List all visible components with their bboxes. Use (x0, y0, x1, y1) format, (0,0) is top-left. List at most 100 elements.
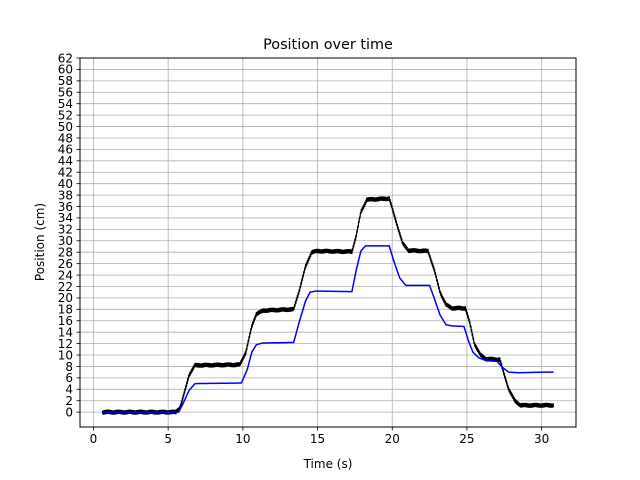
series-1-point (508, 389, 509, 390)
series-2-point (472, 352, 473, 353)
series-2-point (433, 297, 434, 298)
y-tick-label: 18 (58, 303, 73, 317)
y-tick-label: 46 (58, 143, 73, 157)
series-2-point (463, 326, 464, 327)
series-2-point (241, 382, 242, 383)
series-2-point (194, 383, 195, 384)
series-2-point (251, 352, 252, 353)
series-2-point (439, 314, 440, 315)
series-2-point (351, 291, 352, 292)
series-1-point (194, 365, 195, 366)
series-1-point (256, 313, 257, 314)
series-2-point (486, 360, 487, 361)
x-tick-label: 15 (310, 432, 325, 446)
series-1-point (499, 359, 500, 360)
x-tick-label: 30 (534, 432, 549, 446)
y-tick-label: 12 (58, 337, 73, 351)
series-2-point (451, 325, 452, 326)
y-tick-label: 60 (58, 63, 73, 77)
series-2-point (102, 412, 103, 413)
chart-title: Position over time (263, 37, 393, 53)
series-1-point (360, 212, 361, 213)
series-2-point (541, 372, 542, 373)
series-2-point (182, 403, 183, 404)
series-2-point (188, 390, 189, 391)
series-1-point (317, 250, 318, 251)
y-tick-label: 34 (58, 211, 73, 225)
series-1-point (553, 405, 554, 406)
series-1-point (239, 364, 240, 365)
y-tick-label: 36 (58, 200, 73, 214)
series-2-point (496, 361, 497, 362)
series-2-point (305, 300, 306, 301)
x-tick-label: 0 (90, 432, 98, 446)
series-1-point (293, 309, 294, 310)
y-tick-label: 26 (58, 257, 73, 271)
series-2-point (315, 290, 316, 291)
y-tick-label: 44 (58, 154, 73, 168)
y-tick-label: 52 (58, 108, 73, 122)
series-1-point (351, 251, 352, 252)
series-1-point (408, 250, 409, 251)
series-1-point (520, 405, 521, 406)
series-2-point (360, 250, 361, 251)
series-line-2 (102, 245, 554, 413)
series-1-point (299, 289, 300, 290)
series-2-point (502, 367, 503, 368)
series-2-point (178, 412, 179, 413)
series-2-point (399, 277, 400, 278)
series-1-point (465, 308, 466, 309)
series-1-point (245, 352, 246, 353)
series-2-point (405, 285, 406, 286)
y-tick-label: 48 (58, 131, 73, 145)
y-tick-label: 14 (58, 325, 73, 339)
x-axis-title: Time (s) (303, 457, 353, 471)
series-1-point (184, 392, 185, 393)
series-2-point (445, 324, 446, 325)
series-1-point (311, 252, 312, 253)
series-1-point (427, 250, 428, 251)
y-tick-label: 50 (58, 120, 73, 134)
series-2-point (389, 245, 390, 246)
series-1-point (366, 199, 367, 200)
y-tick-label: 4 (65, 383, 73, 397)
series-1-point (396, 223, 397, 224)
series-1-point (188, 374, 189, 375)
y-tick-label: 38 (58, 188, 73, 202)
y-tick-label: 58 (58, 74, 73, 88)
x-tick-label: 25 (459, 432, 474, 446)
series-1-point (451, 308, 452, 309)
y-tick-label: 56 (58, 86, 73, 100)
series-1-point (486, 358, 487, 359)
y-tick-label: 32 (58, 223, 73, 237)
y-tick-label: 30 (58, 234, 73, 248)
series-1-point (305, 266, 306, 267)
series-2-point (247, 369, 248, 370)
series-2-point (262, 342, 263, 343)
series-2-point (365, 245, 366, 246)
y-tick-label: 20 (58, 291, 73, 305)
series-2-point (293, 342, 294, 343)
y-tick-label: 2 (65, 394, 73, 408)
series-2-point (299, 320, 300, 321)
series-1-point (439, 292, 440, 293)
series-1-point (514, 400, 515, 401)
y-tick-label: 16 (58, 314, 73, 328)
y-axis-title: Position (cm) (33, 203, 47, 281)
series-1-point (504, 374, 505, 375)
plot-area (80, 58, 576, 427)
y-tick-label: 40 (58, 177, 73, 191)
axis-ticks: 0 5 10 15 20 25 300246810121416182022242628303… (58, 51, 550, 446)
series-2-point (508, 372, 509, 373)
y-tick-label: 42 (58, 166, 73, 180)
series-2-point (309, 292, 310, 293)
y-tick-label: 0 (65, 405, 73, 419)
x-tick-label: 10 (235, 432, 250, 446)
y-tick-label: 6 (65, 371, 73, 385)
series-1-point (389, 198, 390, 199)
series-2-point (356, 269, 357, 270)
series-1-point (480, 354, 481, 355)
series-1-point (402, 243, 403, 244)
y-tick-label: 54 (58, 97, 73, 111)
series-2-point (519, 372, 520, 373)
